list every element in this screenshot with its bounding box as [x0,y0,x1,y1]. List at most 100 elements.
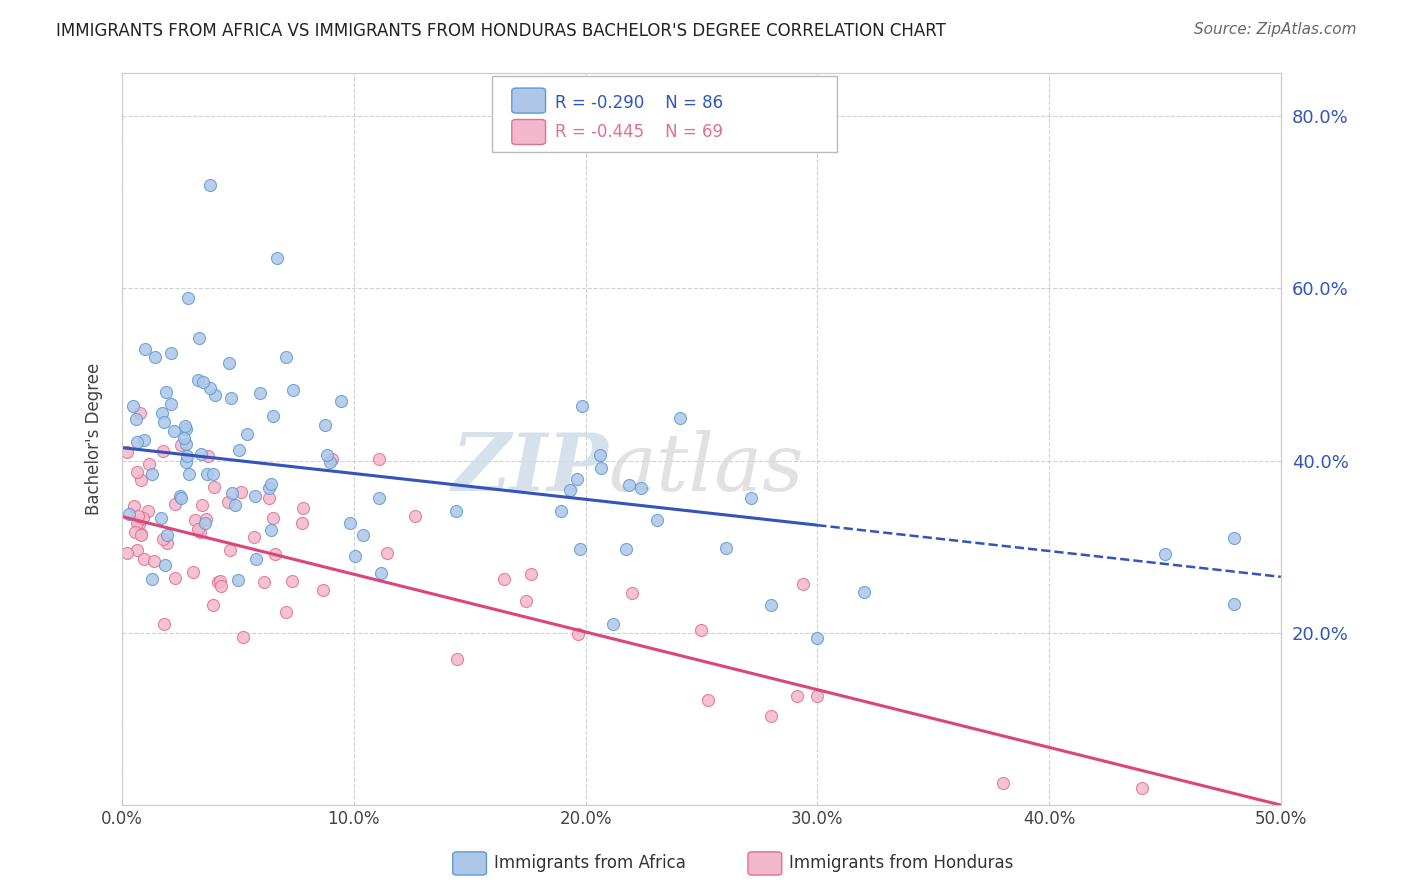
Point [152,443,174,458]
Point [568,542,591,557]
Point [207,575,229,590]
Point [786,689,808,703]
Point [224,498,246,512]
Point [319,455,342,469]
Point [321,451,343,466]
Point [352,527,374,541]
Point [404,509,426,524]
Point [125,543,148,558]
Point [1223,531,1246,545]
Point [669,411,692,425]
Point [173,431,195,445]
Point [202,480,225,494]
Point [283,384,305,398]
Point [170,438,193,452]
Point [173,419,195,434]
Point [226,573,249,587]
Point [591,460,613,475]
Point [129,526,152,541]
Point [515,593,537,607]
Point [190,447,212,461]
Point [243,530,266,544]
Point [209,574,232,589]
Text: R = -0.445    N = 69: R = -0.445 N = 69 [555,123,723,142]
Point [262,511,284,525]
Point [197,449,219,463]
Point [274,605,297,619]
Point [550,504,572,518]
Point [176,422,198,436]
Point [330,394,353,409]
Point [245,552,267,566]
Point [520,566,543,581]
Point [138,457,160,471]
Point [169,489,191,503]
Point [115,546,138,560]
Point [344,549,367,564]
Point [281,574,304,589]
Point [312,582,335,597]
Point [202,467,225,482]
Point [292,500,315,515]
Point [276,350,298,364]
Text: Source: ZipAtlas.com: Source: ZipAtlas.com [1194,22,1357,37]
Point [621,585,644,599]
Point [446,504,468,518]
Point [567,626,589,640]
Point [125,435,148,450]
Point [152,532,174,546]
Point [314,418,336,433]
Point [567,472,589,486]
Point [221,486,243,500]
Point [759,598,782,612]
Point [141,572,163,586]
Point [1130,780,1153,795]
Point [217,495,239,509]
Point [125,412,148,426]
Point [243,490,266,504]
Point [209,579,232,593]
Point [122,399,145,413]
Point [759,709,782,723]
Point [118,507,141,521]
Point [198,178,221,192]
Point [236,427,259,442]
Point [697,693,720,707]
Point [1154,547,1177,561]
Point [202,599,225,613]
Point [195,467,218,481]
Point [183,513,205,527]
Point [153,415,176,429]
Text: atlas: atlas [609,430,804,507]
Point [266,251,288,265]
Point [198,381,221,395]
Point [155,558,177,572]
Point [253,575,276,590]
Text: Immigrants from Honduras: Immigrants from Honduras [789,855,1014,872]
Point [177,467,200,481]
Point [129,473,152,487]
Point [257,491,280,505]
Point [589,448,612,462]
Point [630,482,652,496]
Point [558,483,581,497]
Point [156,536,179,550]
Point [259,482,281,496]
Point [187,373,209,387]
Point [122,499,145,513]
Point [127,516,149,531]
Point [115,445,138,459]
Point [176,437,198,451]
Point [291,516,314,531]
Text: R = -0.290    N = 86: R = -0.290 N = 86 [555,94,724,112]
Point [177,291,200,305]
Point [128,517,150,532]
Point [339,516,361,530]
Point [194,511,217,525]
Text: ZIP: ZIP [451,430,609,507]
Point [142,554,165,568]
Point [617,477,640,491]
Point [163,424,186,438]
Point [259,523,281,537]
Point [150,406,173,420]
